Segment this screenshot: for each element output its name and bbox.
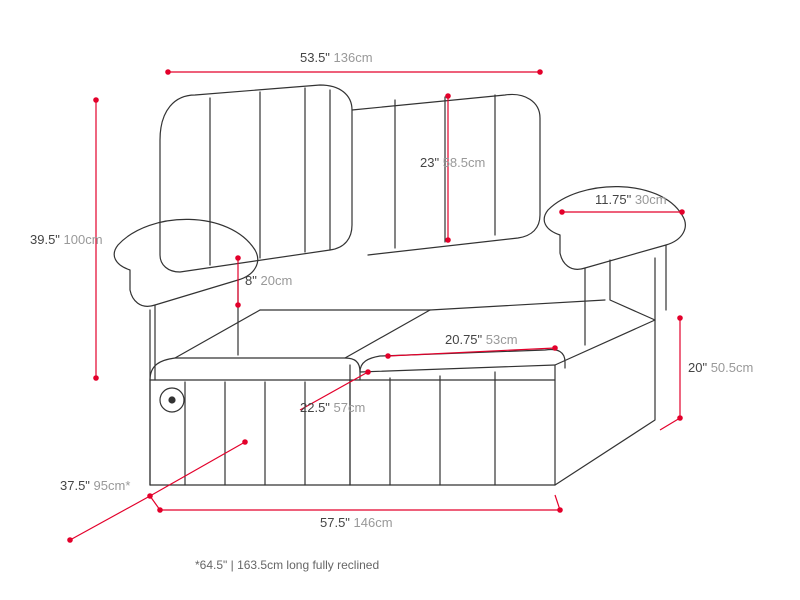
dim-seat-width: 20.75" 53cm xyxy=(445,332,518,347)
dim-front-width: 57.5" 146cm xyxy=(320,515,393,530)
recline-note: *64.5" | 163.5cm long fully reclined xyxy=(195,558,379,572)
dim-top-width: 53.5" 136cm xyxy=(300,50,373,65)
dim-arm-top: 11.75" 30cm xyxy=(595,192,667,207)
dim-arm-height: 8" 20cm xyxy=(245,273,292,288)
dimension-lines xyxy=(0,0,800,600)
dim-overall-height: 39.5" 100cm xyxy=(30,232,103,247)
dim-back-height: 23" 58.5cm xyxy=(420,155,485,170)
dim-depth: 37.5" 95cm* xyxy=(60,478,130,493)
dim-seat-depth: 22.5" 57cm xyxy=(300,400,365,415)
dim-front-height: 20" 50.5cm xyxy=(688,360,753,375)
